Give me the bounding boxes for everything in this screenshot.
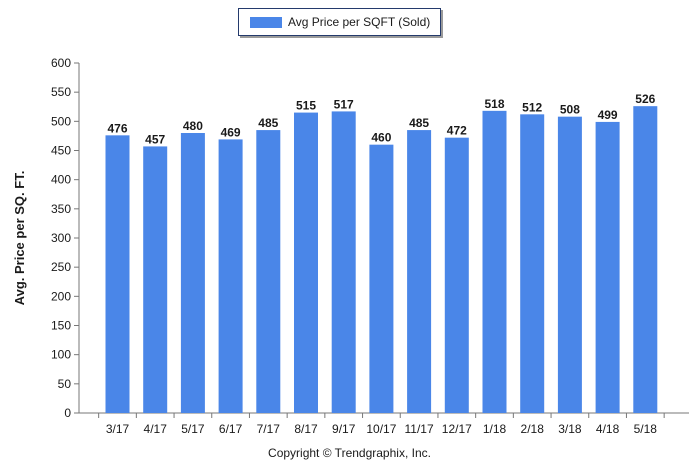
x-tick-label: 10/17 — [366, 422, 396, 436]
bar — [105, 135, 130, 414]
x-tick-label: 8/17 — [294, 422, 318, 436]
bar — [294, 112, 318, 413]
bar — [218, 139, 243, 413]
x-tick-label: 1/18 — [483, 422, 507, 436]
data-label: 472 — [447, 124, 467, 138]
x-tick-label: 3/18 — [558, 422, 582, 436]
x-tick-label: 2/18 — [521, 422, 545, 436]
legend-swatch — [250, 16, 282, 28]
copyright-text: Copyright © Trendgraphix, Inc. — [268, 446, 431, 460]
y-tick-label: 150 — [51, 319, 71, 333]
y-tick-label: 300 — [51, 231, 71, 245]
data-label: 480 — [183, 119, 203, 133]
x-tick-label: 4/18 — [596, 422, 620, 436]
data-label: 469 — [221, 125, 241, 139]
bar — [256, 130, 281, 414]
y-tick-label: 450 — [51, 144, 71, 158]
bar — [143, 146, 168, 413]
data-label: 518 — [484, 97, 504, 111]
legend-label: Avg Price per SQFT (Sold) — [288, 15, 431, 29]
bar — [407, 130, 432, 414]
bar — [369, 144, 394, 413]
bar — [444, 137, 469, 413]
data-label: 512 — [522, 100, 542, 114]
y-tick-label: 400 — [51, 173, 71, 187]
x-tick-label: 5/17 — [181, 422, 205, 436]
data-label: 517 — [334, 97, 354, 111]
data-label: 515 — [296, 99, 316, 113]
y-axis-title: Avg. Price per SQ. FT. — [12, 171, 27, 306]
y-tick-label: 600 — [51, 56, 71, 70]
y-tick-label: 500 — [51, 114, 71, 128]
y-tick-label: 200 — [51, 289, 71, 303]
y-tick-label: 0 — [64, 406, 71, 420]
x-tick-label: 3/17 — [106, 422, 130, 436]
data-label: 460 — [371, 131, 391, 145]
data-label: 485 — [409, 116, 429, 130]
x-tick-label: 9/17 — [332, 422, 356, 436]
bar — [557, 116, 582, 414]
bar — [520, 114, 545, 413]
bar — [482, 110, 507, 413]
data-label: 485 — [258, 116, 278, 130]
x-tick-label: 5/18 — [634, 422, 658, 436]
bar — [180, 133, 205, 413]
y-tick-label: 100 — [51, 348, 71, 362]
y-tick-label: 50 — [58, 377, 72, 391]
x-tick-label: 4/17 — [144, 422, 168, 436]
data-label: 508 — [560, 103, 580, 117]
bar — [331, 111, 356, 414]
data-label: 526 — [635, 92, 655, 106]
y-tick-label: 250 — [51, 260, 71, 274]
x-tick-label: 6/17 — [219, 422, 243, 436]
x-tick-label: 12/17 — [442, 422, 472, 436]
legend: Avg Price per SQFT (Sold) — [238, 8, 441, 36]
bar — [595, 121, 620, 414]
data-label: 457 — [145, 132, 165, 146]
y-tick-label: 350 — [51, 202, 71, 216]
data-label: 476 — [107, 121, 127, 135]
y-tick-label: 550 — [51, 85, 71, 99]
x-tick-label: 7/17 — [257, 422, 281, 436]
x-tick-label: 11/17 — [405, 422, 434, 436]
bar — [633, 106, 658, 414]
data-label: 499 — [598, 108, 618, 122]
